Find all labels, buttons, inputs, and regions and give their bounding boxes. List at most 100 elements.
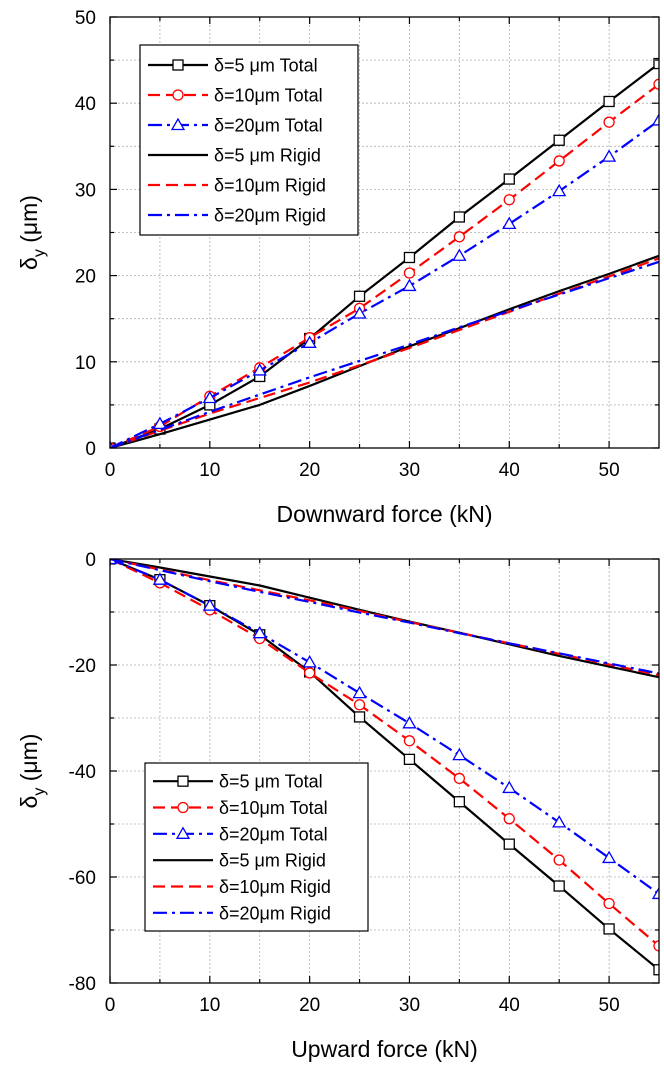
data-point-marker	[553, 155, 565, 167]
legend-label: δ=5 μm Rigid	[219, 851, 326, 871]
data-point-marker	[453, 772, 466, 785]
data-point-marker	[601, 149, 617, 162]
top-chart-panel: 0 10 20 30 40 50 0 10 20 30 40 50 Downward force (kN…	[16, 8, 660, 527]
data-point-marker	[552, 183, 567, 197]
y-axis-label-symbol: δ	[16, 796, 42, 809]
data-point-marker	[353, 711, 366, 723]
y-tick-label: 10	[75, 353, 96, 374]
bottom-chart-panel: 0 10 20 30 40 50 0 -20 -40 -60 -80 Upward force (kN…	[16, 550, 660, 1062]
data-point-marker	[503, 813, 515, 825]
data-point-marker	[453, 231, 466, 243]
legend-label: δ=10μm Total	[219, 798, 328, 818]
data-point-marker	[202, 598, 217, 611]
y-tick-label: 0	[85, 550, 96, 571]
series-line-3	[110, 559, 659, 895]
data-point-marker	[653, 964, 659, 976]
legend-box	[144, 762, 369, 932]
data-point-marker	[552, 815, 567, 828]
y-axis-label: δy (μm)	[16, 734, 48, 809]
y-axis-label: δy (μm)	[16, 195, 48, 270]
legend-label: δ=20μm Rigid	[219, 903, 331, 923]
legend-swatch-marker	[175, 826, 191, 839]
axis-ticks	[109, 16, 659, 449]
data-point-marker	[653, 940, 659, 952]
data-point-marker	[353, 699, 366, 711]
series-line-6	[110, 260, 659, 448]
data-point-marker	[352, 685, 367, 699]
series-group	[110, 57, 659, 448]
x-tick-label: 10	[199, 460, 220, 481]
y-tick-label: 30	[75, 180, 96, 201]
legend: δ=5 μm Total δ=10μm Total δ=20μm Total δ=5 …	[139, 44, 359, 236]
x-tick-label: 30	[399, 995, 420, 1016]
data-point-marker	[453, 211, 466, 223]
legend-swatch-marker	[177, 801, 189, 814]
data-point-marker	[152, 572, 168, 585]
series-group	[110, 559, 659, 976]
x-tick-label: 20	[299, 460, 320, 481]
data-point-marker	[603, 95, 615, 108]
data-point-marker	[302, 335, 317, 348]
legend-label: δ=5 μm Total	[214, 56, 318, 76]
data-point-marker	[402, 278, 417, 292]
data-point-marker	[302, 655, 317, 668]
data-point-marker	[553, 854, 565, 866]
series-line-2	[110, 83, 659, 448]
data-point-marker	[403, 251, 416, 264]
data-point-marker	[653, 57, 659, 70]
data-point-marker	[453, 796, 466, 808]
y-axis-label-unit: (μm)	[16, 195, 42, 249]
y-axis-label-symbol: δ	[16, 257, 42, 270]
x-tick-label: 20	[299, 995, 320, 1016]
x-tick-label: 0	[105, 460, 116, 481]
data-point-marker	[553, 134, 565, 146]
x-tick-label: 50	[599, 460, 620, 481]
legend-label: δ=20μm Total	[219, 824, 328, 844]
data-point-marker	[503, 838, 515, 850]
x-tick-label: 50	[599, 995, 620, 1016]
y-tick-label: 40	[75, 94, 96, 115]
series-line-5	[110, 257, 659, 448]
legend: δ=5 μm Total δ=10μm Total δ=20μm Total δ=5 …	[144, 762, 369, 932]
data-point-marker	[252, 625, 267, 639]
y-tick-label: 0	[85, 439, 96, 460]
data-point-marker	[502, 216, 517, 230]
legend-swatch-marker	[172, 59, 184, 71]
y-axis-label-subscript: y	[31, 788, 48, 796]
y-axis-label-subscript: y	[31, 249, 48, 257]
data-point-marker	[402, 715, 417, 729]
data-point-marker	[653, 78, 659, 90]
data-point-marker	[353, 290, 366, 302]
series-line-6	[110, 559, 659, 675]
legend-label: δ=10μm Total	[214, 86, 323, 106]
y-axis-label-unit: (μm)	[16, 734, 42, 788]
data-point-marker	[503, 173, 515, 185]
y-tick-label: -40	[69, 762, 96, 783]
data-point-marker	[403, 735, 416, 747]
legend-label: δ=20μm Total	[214, 116, 323, 136]
legend-swatch-marker	[172, 89, 184, 101]
legend-swatch-marker	[177, 775, 189, 787]
legend-label: δ=5 μm Rigid	[214, 146, 321, 166]
data-point-marker	[252, 363, 267, 376]
y-tick-label: 20	[75, 267, 96, 288]
x-tick-label: 10	[199, 995, 220, 1016]
data-point-marker	[403, 267, 416, 279]
data-point-marker	[452, 248, 467, 261]
y-tick-label: -80	[69, 974, 96, 995]
legend-label: δ=20μm Rigid	[214, 206, 326, 226]
data-point-marker	[553, 880, 565, 892]
x-tick-label: 40	[499, 460, 520, 481]
series-line-3	[110, 119, 659, 448]
data-point-marker	[603, 897, 615, 910]
y-tick-label: -20	[69, 656, 96, 677]
x-axis-label: Downward force (kN)	[277, 501, 493, 527]
legend-label: δ=10μm Rigid	[214, 176, 326, 196]
x-tick-label: 30	[399, 460, 420, 481]
data-point-marker	[601, 850, 617, 864]
data-point-marker	[352, 306, 367, 319]
legend-box	[139, 44, 359, 236]
data-point-marker	[152, 416, 168, 430]
